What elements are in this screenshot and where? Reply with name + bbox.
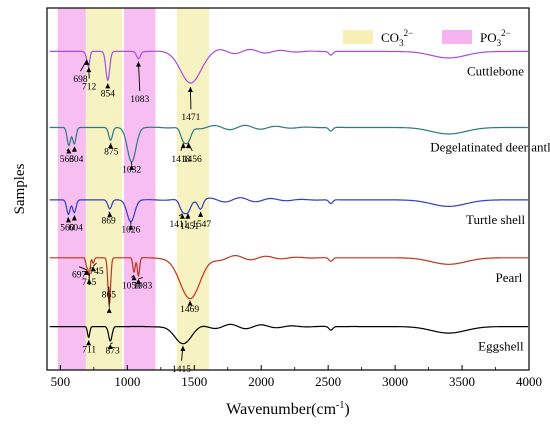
peak-label-2-6: 1547 [192,220,211,230]
x-tick-label-4: 2500 [315,374,341,389]
x-axis: 500 1000 1500 2000 2500 3000 3500 4000 [51,365,542,389]
peak-arrowhead-1-0 [66,148,72,154]
curve-3 [49,255,528,305]
peak-arrowhead-2-0 [65,217,71,223]
curve-0 [49,48,528,84]
absorption-bands [57,8,210,370]
peak-label-4-0: 711 [82,346,96,356]
peak-label-1-1: 604 [69,155,84,165]
peak-label-0-2: 854 [101,90,116,100]
peak-label-2-3: 1026 [121,225,140,235]
y-axis-label: Samples [12,163,28,214]
peak-label-0-0: 698 [73,75,88,85]
band-2 [123,8,156,370]
peak-arrowhead-3-4 [131,275,137,281]
peak-arrowhead-2-5 [185,213,191,219]
x-tick-label-3: 2000 [248,374,274,389]
legend-label-1: PO32− [480,28,511,48]
peak-label-3-1: 715 [82,278,97,288]
curve-4 [49,323,528,345]
series-labels: Cuttlebone Degelatinated deer antler Turtl… [430,63,550,353]
peak-arrow-0-0 [80,59,88,72]
peak-arrowhead-4-2 [180,345,186,351]
band-1 [85,8,122,370]
peak-label-0-3: 1083 [130,95,149,105]
peak-label-2-2: 869 [101,216,116,226]
peak-label-2-1: 604 [69,224,84,234]
x-tick-label-7: 4000 [516,374,542,389]
x-tick-label-5: 3000 [382,374,408,389]
peak-arrowhead-1-5 [185,143,191,149]
peak-label-3-5: 1083 [133,282,152,292]
peak-arrowhead-3-6 [187,300,193,306]
peak-label-4-1: 873 [105,347,120,357]
peak-arrowhead-2-3 [128,224,134,230]
peak-arrowhead-2-4 [179,213,185,219]
peak-arrowhead-1-3 [129,164,135,170]
peak-arrowhead-0-1 [86,67,92,73]
peak-label-1-0: 563 [60,155,75,165]
legend-swatch-1 [442,30,472,44]
series-label-4: Eggshell [478,339,524,354]
peak-arrowhead-4-0 [86,340,92,346]
spectra-curves [49,48,528,345]
peak-arrowhead-2-1 [71,215,77,221]
curve-2 [49,197,528,223]
peak-arrowhead-0-4 [187,87,193,93]
peak-label-1-3: 1032 [122,166,141,176]
series-label-3: Pearl [496,270,523,285]
band-0 [57,8,86,370]
peak-label-3-3: 865 [102,291,117,301]
peak-arrowhead-0-3 [135,61,141,67]
peak-arrow-4-1 [110,342,113,345]
peak-label-1-2: 875 [104,148,119,158]
x-axis-label: Wavenumber(cm-1) [226,400,349,418]
plot-frame [46,7,530,371]
legend: CO32− PO32− [343,28,511,48]
peak-arrowhead-4-1 [107,344,113,350]
peak-label-3-0: 697 [72,271,87,281]
peak-arrowhead-3-1 [86,278,92,284]
peak-label-1-4: 1418 [171,155,190,165]
series-label-2: Turtle shell [466,212,525,227]
peak-label-3-2: 745 [89,267,104,277]
peak-label-2-5: 1451 [180,222,199,232]
peak-label-2-4: 1411 [170,220,189,230]
curve-1 [49,124,528,163]
legend-label-0: CO32− [381,28,413,48]
peak-arrowhead-1-4 [180,143,186,149]
x-tick-label-2: 1500 [181,374,207,389]
peak-arrowhead-1-2 [108,143,114,149]
peak-arrow-3-5 [138,277,143,280]
peak-label-3-6: 1469 [180,305,199,315]
peak-arrow-3-4 [131,274,135,278]
peak-arrow-3-2 [92,262,97,267]
series-label-1: Degelatinated deer antler [430,139,550,154]
peak-label-1-5: 1456 [183,155,202,165]
peak-label-0-1: 712 [82,82,97,92]
peak-arrowhead-0-2 [105,83,111,89]
peak-arrow-1-0 [66,148,70,152]
peak-arrow-2-4 [178,213,183,217]
x-tick-label-0: 500 [51,374,71,389]
legend-swatch-0 [343,30,373,44]
peak-label-2-0: 560 [60,224,75,234]
peak-arrow-1-5 [187,142,193,152]
peak-label-3-4: 1050 [122,282,141,292]
band-3 [176,8,210,370]
series-label-0: Cuttlebone [467,63,524,78]
peak-arrowhead-1-1 [71,146,77,152]
peak-label-0-4: 1471 [181,113,200,123]
peak-arrow-3-0 [78,266,87,271]
peak-arrowhead-3-0 [84,269,90,275]
peak-arrowhead-3-3 [106,307,112,313]
x-tick-label-6: 3500 [449,374,475,389]
peak-arrowhead-2-2 [107,211,113,217]
peak-arrowhead-0-0 [84,59,90,65]
peak-arrowhead-3-2 [90,266,96,272]
peak-arrowhead-2-6 [198,211,204,217]
peak-arrowhead-3-5 [135,278,141,284]
x-tick-label-1: 1000 [114,374,140,389]
